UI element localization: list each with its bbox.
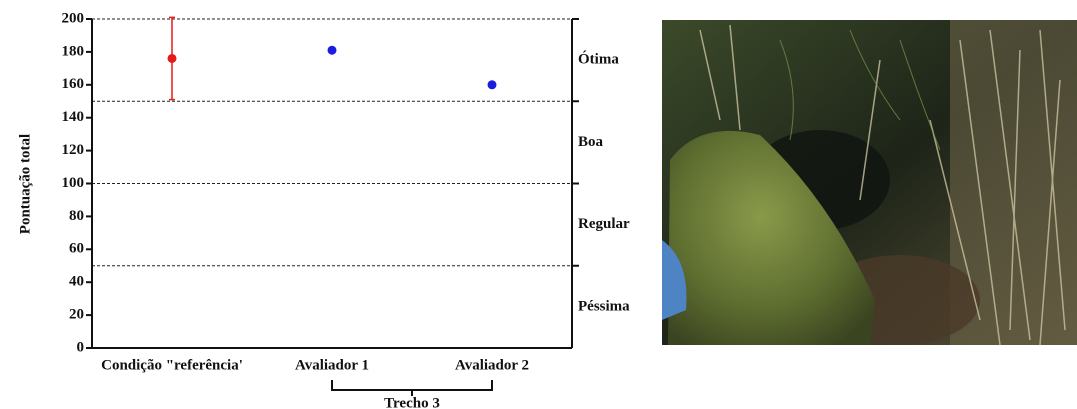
y-tick-label: 180 <box>62 43 85 59</box>
y-tick-label: 80 <box>69 208 84 224</box>
zone-label: Ótima <box>578 51 619 68</box>
zone-label: Péssima <box>578 298 630 314</box>
y-tick-label: 200 <box>62 10 85 26</box>
y-tick-label: 100 <box>62 175 85 191</box>
point <box>488 80 497 89</box>
x-tick-label: Avaliador 2 <box>455 357 529 373</box>
page: {"chart_data": {"type": "scatter", "y_la… <box>0 0 1077 409</box>
x-tick-label: Condição "referência' <box>101 357 243 373</box>
group-label: Trecho 3 <box>384 395 440 409</box>
y-axis-label: Pontuação total <box>17 134 33 234</box>
figure: Pontuação total Ótima Boa Regular Péssima 0 2… <box>0 0 1077 409</box>
photo <box>662 20 1077 345</box>
y-tick-label: 0 <box>77 339 85 355</box>
zone-label: Boa <box>578 134 604 150</box>
x-tick-label: Avaliador 1 <box>295 357 369 373</box>
y-tick-label: 60 <box>69 241 84 257</box>
y-tick-label: 40 <box>69 274 84 290</box>
y-tick-label: 140 <box>62 109 85 125</box>
y-tick-label: 160 <box>62 76 85 92</box>
y-tick-label: 20 <box>69 307 84 323</box>
point <box>328 46 337 55</box>
y-tick-label: 120 <box>62 142 85 158</box>
point <box>168 54 177 63</box>
group-bracket <box>332 380 492 396</box>
zone-label: Regular <box>578 216 630 232</box>
